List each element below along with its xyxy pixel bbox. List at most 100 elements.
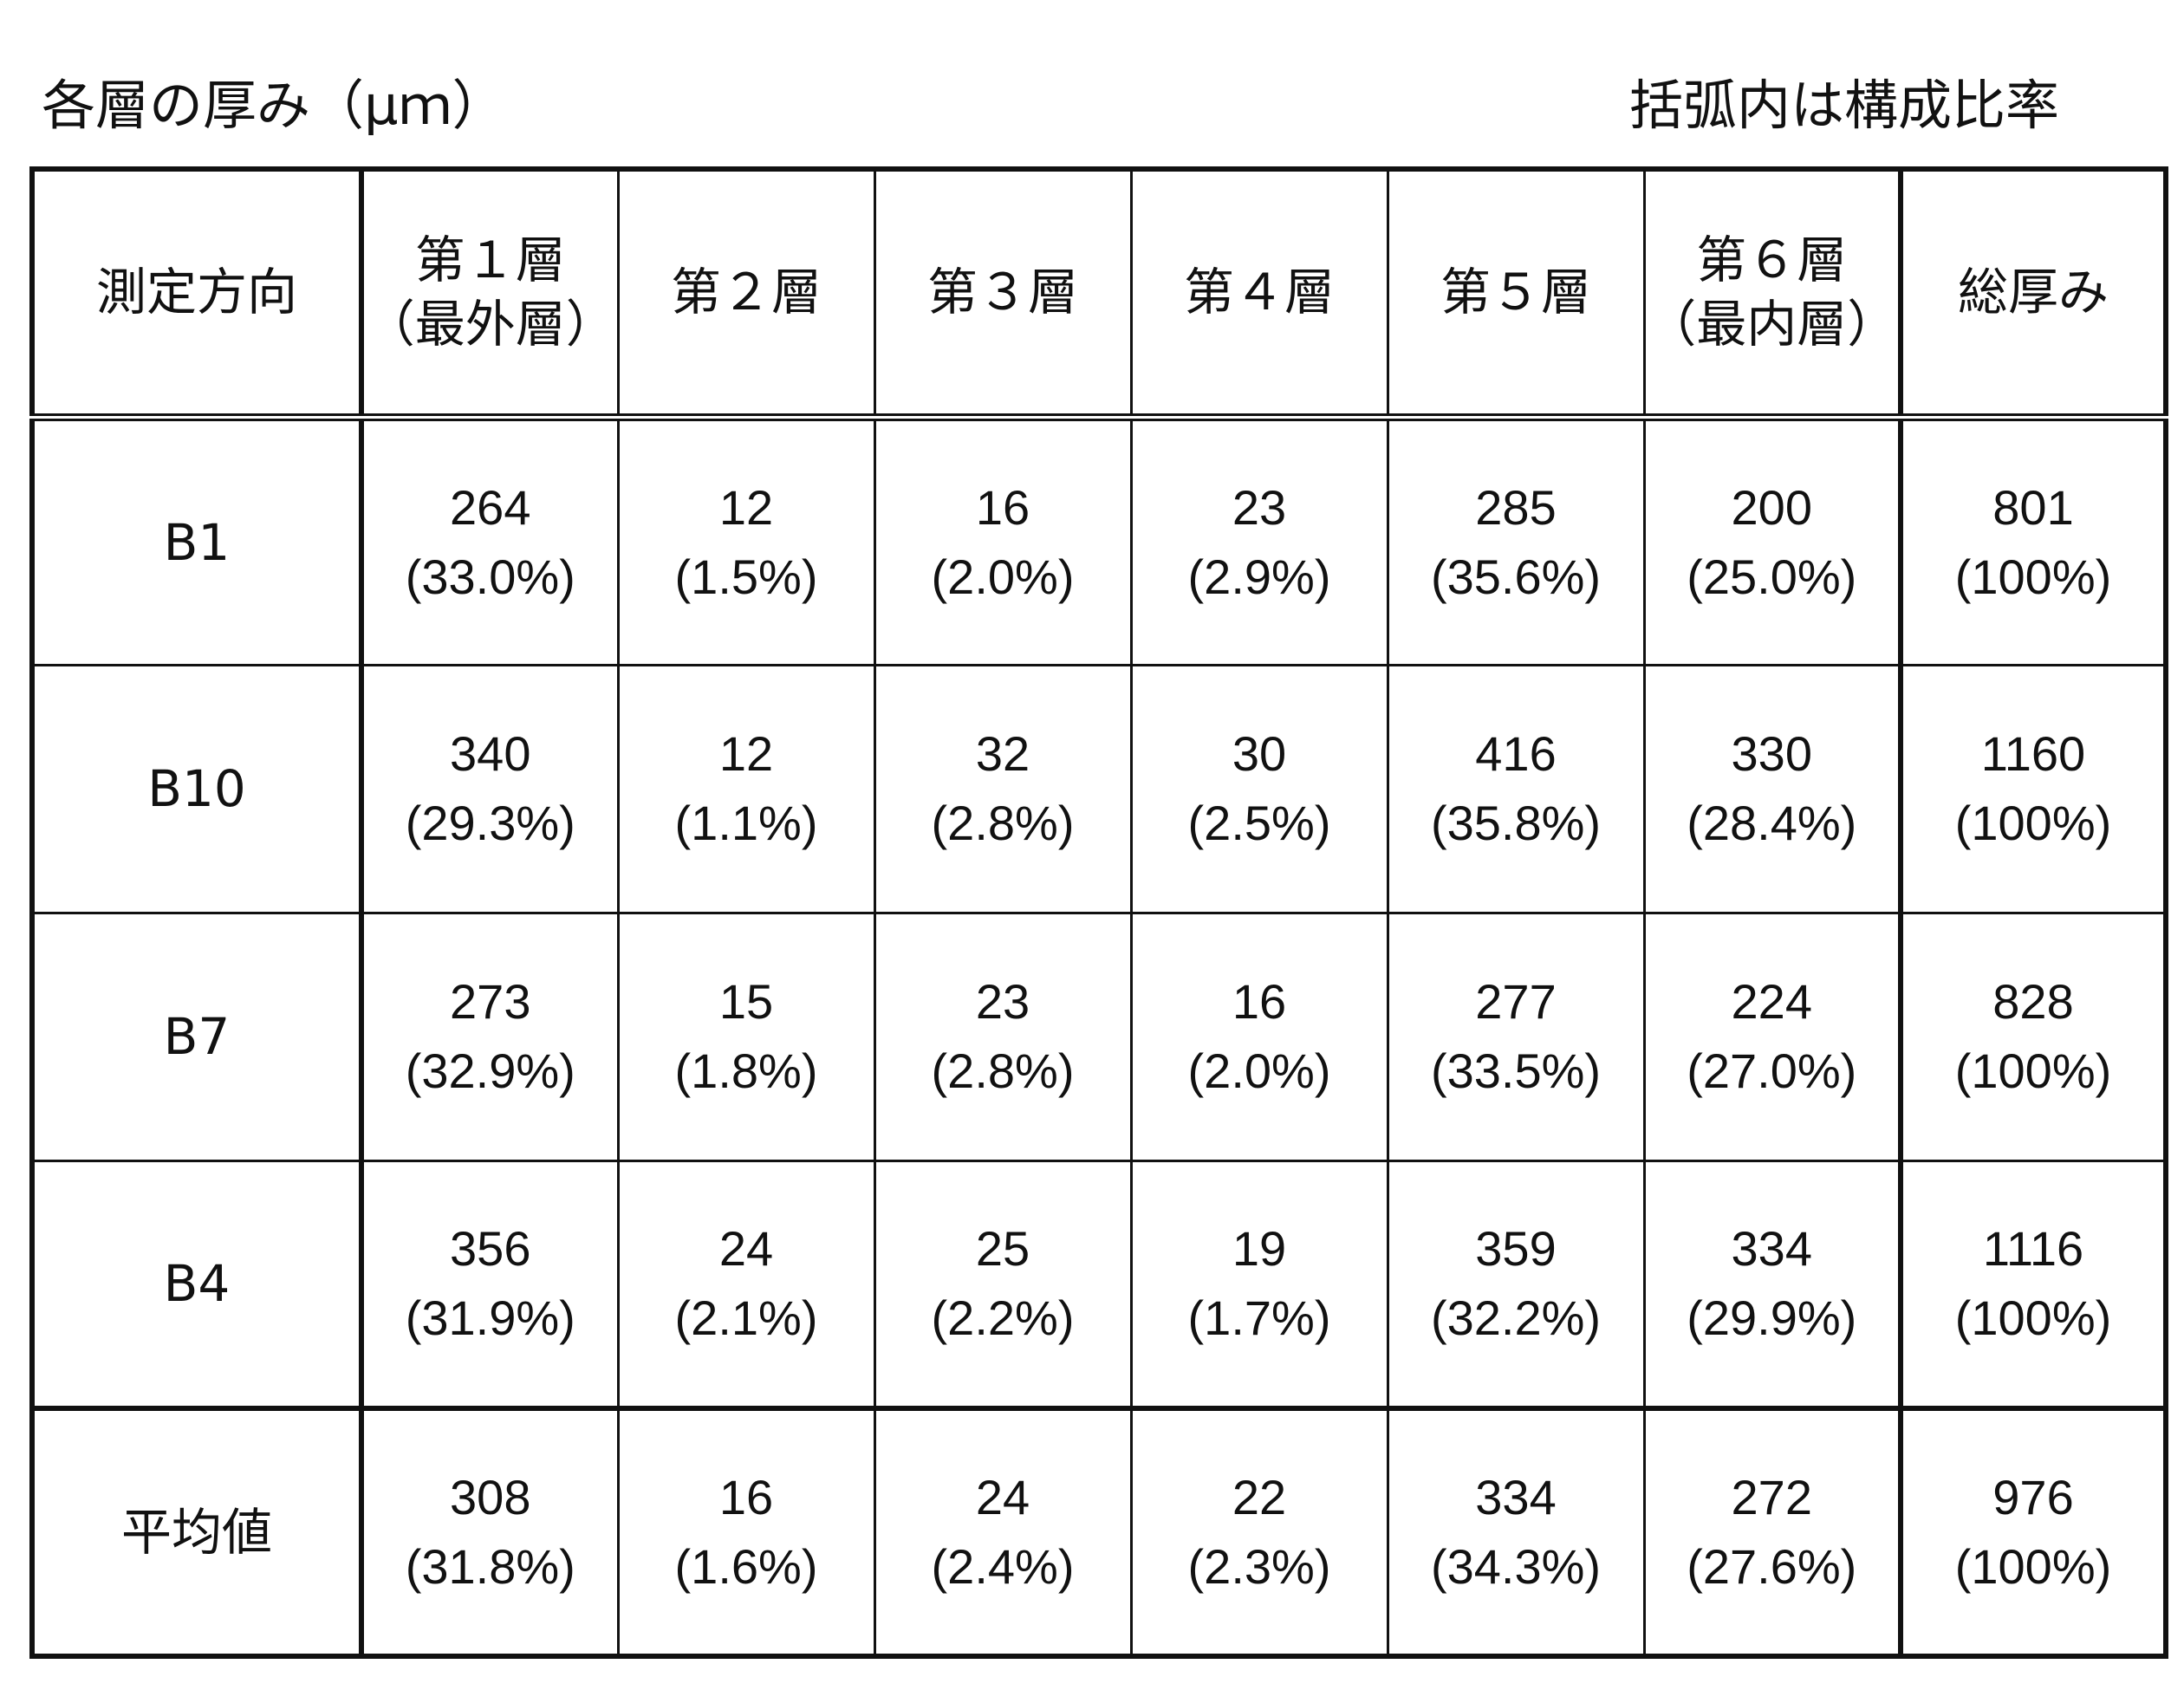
layer-cell: 340(29.3%) bbox=[361, 665, 618, 913]
layer-cell: 308(31.8%) bbox=[361, 1408, 618, 1656]
layer-cell: 16(2.0%) bbox=[1131, 913, 1388, 1160]
layer-cell: 25(2.2%) bbox=[874, 1160, 1131, 1408]
thickness-value: 19 bbox=[1133, 1214, 1387, 1284]
header-layer-5-name: 第５層 bbox=[1389, 260, 1643, 324]
layer-cell: 334(34.3%) bbox=[1388, 1408, 1644, 1656]
layer-cell: 200(25.0%) bbox=[1644, 417, 1901, 665]
ratio-value: (33.5%) bbox=[1389, 1037, 1643, 1106]
layer-cell: 272(27.6%) bbox=[1644, 1408, 1901, 1656]
header-layer-2-name: 第２層 bbox=[620, 260, 874, 324]
thickness-value: 1116 bbox=[1903, 1214, 2163, 1284]
header-layer-1-note: （最外層） bbox=[364, 292, 617, 356]
thickness-value: 1160 bbox=[1903, 719, 2163, 789]
layer-cell: 264(33.0%) bbox=[361, 417, 618, 665]
ratio-value: (31.9%) bbox=[364, 1284, 617, 1353]
ratio-value: (2.8%) bbox=[876, 1037, 1130, 1106]
thickness-value: 308 bbox=[364, 1463, 617, 1532]
ratio-value: (1.8%) bbox=[620, 1037, 874, 1106]
header-layer-4: 第４層 bbox=[1131, 169, 1388, 417]
thickness-value: 273 bbox=[364, 967, 617, 1037]
ratio-value: (35.6%) bbox=[1389, 543, 1643, 612]
ratio-value: (100%) bbox=[1903, 1532, 2163, 1602]
layer-cell: 24(2.4%) bbox=[874, 1408, 1131, 1656]
thickness-value: 30 bbox=[1133, 719, 1387, 789]
ratio-value: (32.2%) bbox=[1389, 1284, 1643, 1353]
layer-cell: 334(29.9%) bbox=[1644, 1160, 1901, 1408]
ratio-value: (2.2%) bbox=[876, 1284, 1130, 1353]
total-cell: 976(100%) bbox=[1901, 1408, 2166, 1656]
layer-cell: 23(2.8%) bbox=[874, 913, 1131, 1160]
thickness-value: 12 bbox=[620, 719, 874, 789]
ratio-value: (2.1%) bbox=[620, 1284, 874, 1353]
header-layer-2: 第２層 bbox=[618, 169, 874, 417]
table-row: B1264(33.0%)12(1.5%)16(2.0%)23(2.9%)285(… bbox=[32, 417, 2166, 665]
thickness-value: 416 bbox=[1389, 719, 1643, 789]
ratio-value: (27.0%) bbox=[1646, 1037, 1899, 1106]
layer-cell: 359(32.2%) bbox=[1388, 1160, 1644, 1408]
thickness-value: 976 bbox=[1903, 1463, 2163, 1532]
layer-cell: 273(32.9%) bbox=[361, 913, 618, 1160]
ratio-value: (2.0%) bbox=[876, 543, 1130, 612]
header-total: 総厚み bbox=[1901, 169, 2166, 417]
ratio-value: (2.4%) bbox=[876, 1532, 1130, 1602]
ratio-value: (33.0%) bbox=[364, 543, 617, 612]
ratio-value: (2.3%) bbox=[1133, 1532, 1387, 1602]
thickness-value: 285 bbox=[1389, 473, 1643, 543]
header-layer-3: 第３層 bbox=[874, 169, 1131, 417]
thickness-value: 15 bbox=[620, 967, 874, 1037]
ratio-value: (1.6%) bbox=[620, 1532, 874, 1602]
layer-cell: 356(31.9%) bbox=[361, 1160, 618, 1408]
ratio-value: (29.9%) bbox=[1646, 1284, 1899, 1353]
thickness-value: 23 bbox=[1133, 473, 1387, 543]
ratio-value: (32.9%) bbox=[364, 1037, 617, 1106]
total-cell: 1160(100%) bbox=[1901, 665, 2166, 913]
layer-cell: 19(1.7%) bbox=[1131, 1160, 1388, 1408]
ratio-value: (1.5%) bbox=[620, 543, 874, 612]
layer-cell: 24(2.1%) bbox=[618, 1160, 874, 1408]
ratio-value: (27.6%) bbox=[1646, 1532, 1899, 1602]
total-cell: 828(100%) bbox=[1901, 913, 2166, 1160]
row-label: B7 bbox=[32, 913, 361, 1160]
thickness-value: 334 bbox=[1389, 1463, 1643, 1532]
ratio-value: (1.7%) bbox=[1133, 1284, 1387, 1353]
row-label: 平均値 bbox=[32, 1408, 361, 1656]
header-layer-6-note: （最内層） bbox=[1646, 292, 1899, 356]
thickness-value: 224 bbox=[1646, 967, 1899, 1037]
thickness-value: 23 bbox=[876, 967, 1130, 1037]
layer-cell: 32(2.8%) bbox=[874, 665, 1131, 913]
thickness-value: 24 bbox=[620, 1214, 874, 1284]
thickness-value: 16 bbox=[620, 1463, 874, 1532]
ratio-value: (25.0%) bbox=[1646, 543, 1899, 612]
thickness-value: 22 bbox=[1133, 1463, 1387, 1532]
layer-cell: 16(1.6%) bbox=[618, 1408, 874, 1656]
thickness-value: 16 bbox=[1133, 967, 1387, 1037]
header-layer-6: 第６層 （最内層） bbox=[1644, 169, 1901, 417]
table-row: B10340(29.3%)12(1.1%)32(2.8%)30(2.5%)416… bbox=[32, 665, 2166, 913]
layer-cell: 16(2.0%) bbox=[874, 417, 1131, 665]
thickness-value: 828 bbox=[1903, 967, 2163, 1037]
row-label: B10 bbox=[32, 665, 361, 913]
layer-cell: 277(33.5%) bbox=[1388, 913, 1644, 1160]
table-caption: 各層の厚み（μｍ） bbox=[42, 75, 505, 137]
table-row: B4356(31.9%)24(2.1%)25(2.2%)19(1.7%)359(… bbox=[32, 1160, 2166, 1408]
table-row: B7273(32.9%)15(1.8%)23(2.8%)16(2.0%)277(… bbox=[32, 913, 2166, 1160]
header-layer-1-name: 第１層 bbox=[364, 228, 617, 292]
ratio-value: (34.3%) bbox=[1389, 1532, 1643, 1602]
thickness-value: 32 bbox=[876, 719, 1130, 789]
thickness-value: 272 bbox=[1646, 1463, 1899, 1532]
layer-cell: 416(35.8%) bbox=[1388, 665, 1644, 913]
thickness-value: 277 bbox=[1389, 967, 1643, 1037]
layer-cell: 30(2.5%) bbox=[1131, 665, 1388, 913]
ratio-value: (29.3%) bbox=[364, 789, 617, 858]
layer-cell: 22(2.3%) bbox=[1131, 1408, 1388, 1656]
ratio-value: (100%) bbox=[1903, 789, 2163, 858]
ratio-value: (28.4%) bbox=[1646, 789, 1899, 858]
ratio-value: (31.8%) bbox=[364, 1532, 617, 1602]
thickness-value: 200 bbox=[1646, 473, 1899, 543]
header-layer-3-name: 第３層 bbox=[876, 260, 1130, 324]
table-row: 平均値308(31.8%)16(1.6%)24(2.4%)22(2.3%)334… bbox=[32, 1408, 2166, 1656]
thickness-value: 25 bbox=[876, 1214, 1130, 1284]
ratio-note: 括弧内は構成比率 bbox=[1629, 75, 2059, 137]
header-layer-1: 第１層 （最外層） bbox=[361, 169, 618, 417]
thickness-value: 264 bbox=[364, 473, 617, 543]
